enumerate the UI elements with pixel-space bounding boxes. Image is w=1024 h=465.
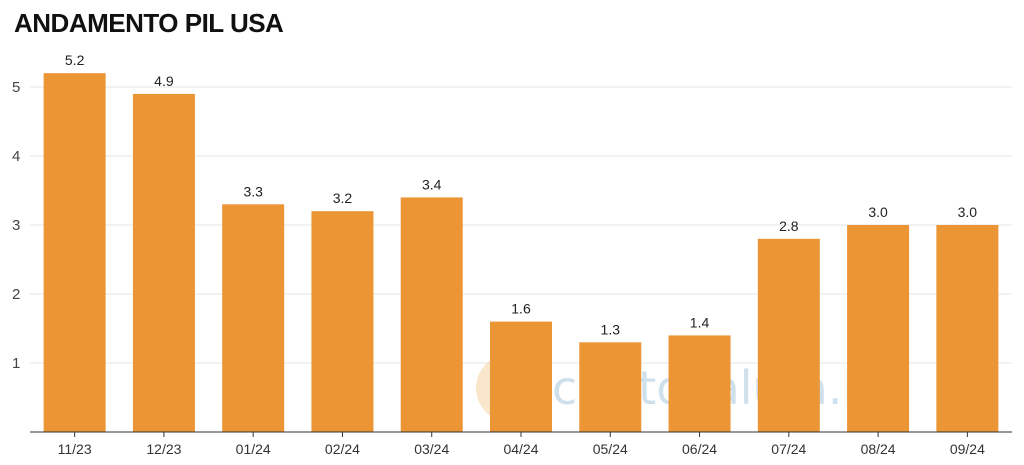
bar-value-label: 1.6 (511, 301, 531, 317)
bar-value-label: 1.4 (690, 314, 710, 330)
x-axis-ticks: 11/23 12/23 01/24 02/24 03/24 04/24 05/24 06/24… (58, 432, 985, 457)
bar (311, 211, 374, 432)
x-tick-label: 07/24 (771, 441, 806, 457)
y-tick-label: 2 (12, 286, 20, 303)
y-tick-label: 4 (12, 148, 20, 165)
y-tick-label: 3 (12, 217, 20, 234)
bar (757, 238, 820, 432)
bar-value-label: 4.9 (154, 73, 174, 89)
bar-value-label: 3.0 (868, 204, 888, 220)
bars (43, 73, 999, 433)
bar (400, 197, 463, 432)
x-tick-label: 04/24 (503, 441, 538, 457)
y-tick-label: 5 (12, 79, 20, 96)
bar-value-label: 5.2 (65, 52, 85, 68)
x-tick-label: 02/24 (325, 441, 360, 457)
bar (668, 335, 731, 432)
y-tick-label: 1 (12, 355, 20, 372)
chart-title: ANDAMENTO PIL USA (14, 8, 284, 38)
bar (43, 73, 106, 432)
x-tick-label: 01/24 (236, 441, 271, 457)
bar (222, 204, 285, 432)
bar-value-label: 2.8 (779, 218, 799, 234)
x-tick-label: 12/23 (146, 441, 181, 457)
x-tick-label: 09/24 (950, 441, 985, 457)
x-tick-label: 05/24 (593, 441, 628, 457)
bar (847, 225, 910, 432)
bar (936, 225, 999, 432)
x-tick-label: 11/23 (58, 441, 92, 457)
bar (132, 93, 195, 433)
bar (490, 321, 552, 432)
bar (579, 342, 642, 432)
x-tick-label: 08/24 (861, 441, 896, 457)
bar-value-label: 1.3 (601, 321, 621, 337)
bar-value-label: 3.4 (422, 176, 442, 192)
y-axis-ticks: 1 2 3 4 5 (12, 79, 20, 372)
x-tick-label: 03/24 (414, 441, 449, 457)
bar-value-label: 3.0 (958, 204, 978, 220)
bar-value-labels: 5.2 4.9 3.3 3.2 3.4 1.6 1.3 1.4 2.8 3.0 3.0 (65, 52, 977, 337)
bar-value-label: 3.2 (333, 190, 353, 206)
x-tick-label: 06/24 (682, 441, 717, 457)
bar-value-label: 3.3 (243, 183, 263, 199)
